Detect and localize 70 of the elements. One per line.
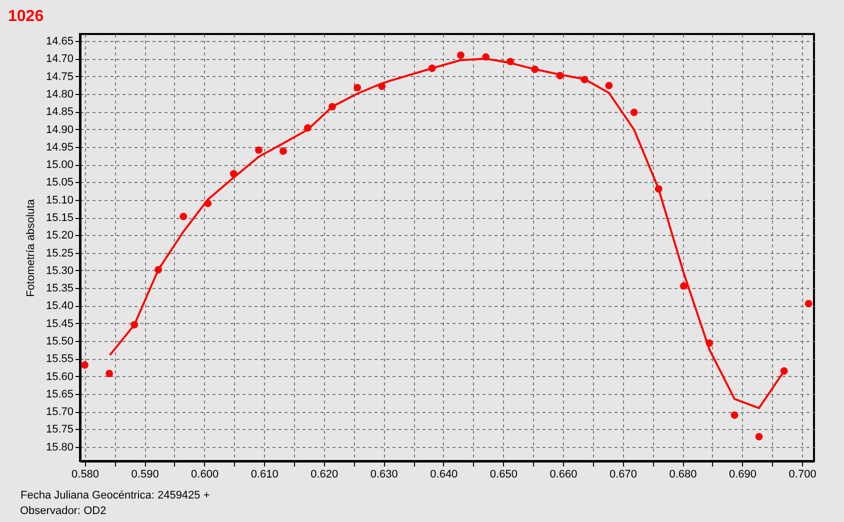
x-tick-label: 0.700: [788, 468, 816, 480]
y-tick-label: 15.55: [46, 353, 74, 366]
y-tick-label: 15.20: [46, 230, 74, 242]
x-tick-label: 0.660: [550, 468, 578, 480]
x-tick-label: 0.620: [310, 468, 338, 480]
point: [804, 300, 812, 308]
point: [755, 432, 763, 440]
point: [780, 367, 788, 375]
point: [580, 76, 588, 84]
point: [482, 53, 490, 61]
y-axis-title: Fotometría absoluta: [24, 198, 37, 297]
point: [106, 370, 113, 378]
point: [354, 84, 362, 92]
point: [457, 51, 464, 59]
point: [730, 411, 738, 419]
x-tick-label: 0.690: [729, 468, 757, 480]
point: [556, 72, 564, 80]
point: [531, 66, 539, 73]
point: [428, 64, 436, 72]
y-tick-label: 15.25: [46, 247, 74, 260]
point: [378, 82, 386, 90]
point: [154, 266, 162, 274]
chart-title: 1026: [8, 8, 44, 25]
x-tick-label: 0.670: [609, 468, 637, 480]
y-tick-label: 15.35: [46, 282, 74, 295]
x-tick-label: 0.650: [490, 468, 518, 480]
text: Observador: OD2: [20, 505, 106, 517]
point: [81, 361, 88, 369]
y-tick-label: 15.00: [46, 159, 74, 172]
y-tick-label: 14.85: [46, 106, 74, 118]
x-tick-label: 0.580: [72, 468, 100, 480]
point: [255, 146, 262, 154]
y-tick-label: 15.10: [46, 194, 74, 206]
y-tick-label: 15.45: [46, 318, 74, 330]
x-tick-label: 0.600: [191, 468, 219, 480]
x-tick-label: 0.630: [370, 468, 398, 480]
y-tick-label: 14.75: [46, 70, 74, 83]
y-tick-label: 15.80: [46, 441, 74, 454]
y-tick-label: 15.75: [46, 424, 74, 436]
x-tick-label: 0.640: [430, 468, 458, 480]
point: [180, 212, 188, 220]
point: [328, 102, 336, 110]
point: [605, 82, 613, 90]
point: [706, 339, 714, 347]
y-tick-label: 15.70: [46, 406, 74, 418]
y-tick-label: 15.40: [46, 300, 74, 312]
x-tick-label: 0.590: [131, 468, 159, 480]
point: [506, 58, 514, 66]
y-tick-label: 14.70: [46, 53, 74, 66]
y-tick-label: 15.50: [46, 336, 74, 348]
y-tick-label: 14.80: [46, 88, 74, 100]
y-tick-label: 14.65: [46, 36, 74, 48]
point: [654, 185, 662, 193]
point: [204, 200, 212, 208]
y-tick-label: 14.95: [46, 141, 74, 154]
point: [130, 321, 138, 328]
y-tick-label: 15.65: [46, 388, 74, 400]
point: [280, 147, 287, 155]
point: [680, 282, 688, 290]
point: [230, 170, 238, 178]
y-tick-label: 14.90: [46, 124, 74, 136]
y-tick-label: 15.30: [46, 264, 74, 277]
y-tick-label: 15.15: [46, 212, 74, 224]
point: [630, 108, 638, 116]
y-tick-label: 15.05: [46, 176, 74, 189]
x-axis-title: Fecha Juliana Geocéntrica: 2459425 +: [20, 490, 210, 502]
point: [304, 124, 312, 132]
x-tick-label: 0.680: [669, 468, 697, 480]
x-tick-label: 0.610: [250, 468, 278, 480]
y-tick-label: 15.60: [46, 370, 74, 383]
